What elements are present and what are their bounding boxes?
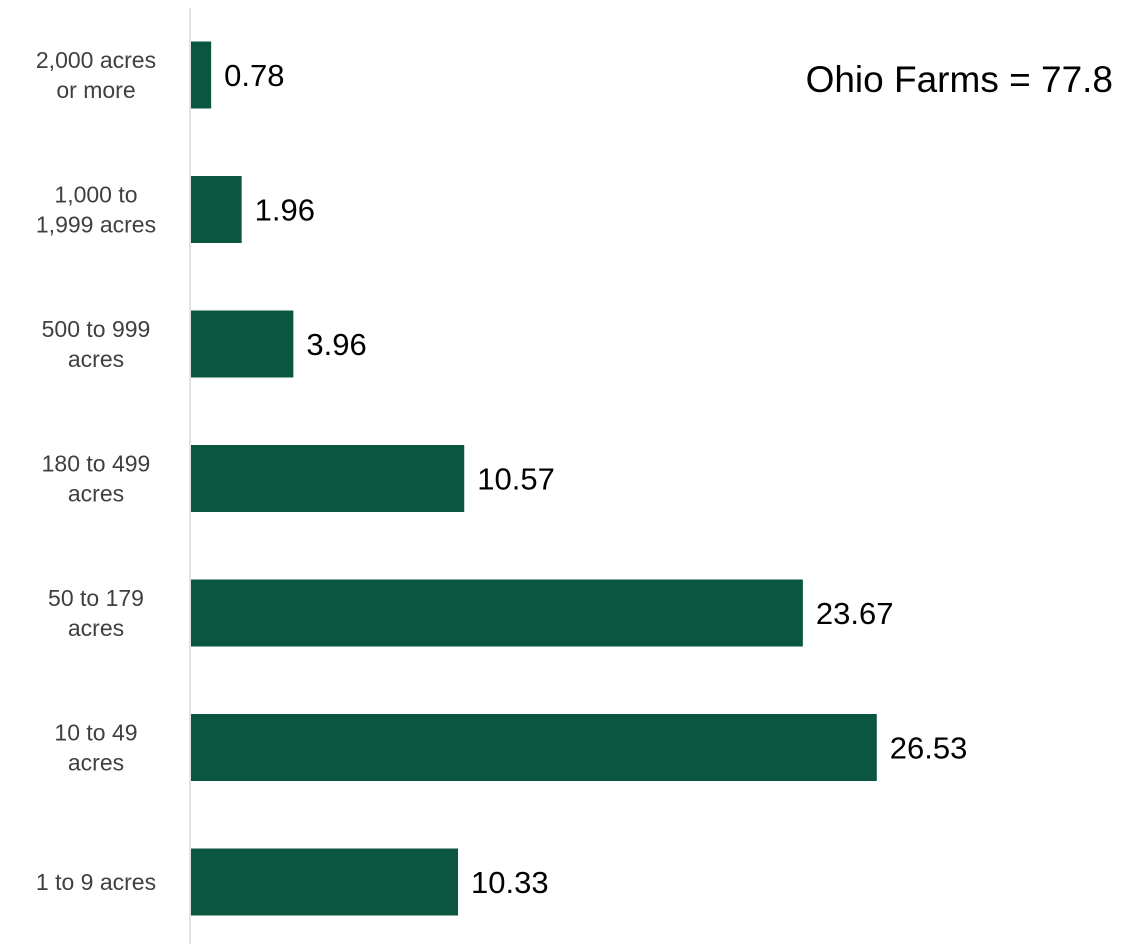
value-label: 10.33 — [471, 865, 549, 900]
category-label: or more — [56, 77, 135, 103]
value-labels: 0.78 1.96 3.96 10.57 23.67 26.53 10.33 — [224, 58, 967, 900]
category-label: 180 to 499 — [42, 451, 151, 477]
category-label: acres — [68, 750, 124, 776]
bar — [191, 445, 465, 512]
value-label: 3.96 — [306, 327, 366, 362]
total-annotation: Ohio Farms = 77.8 — [806, 59, 1113, 100]
value-label: 23.67 — [816, 596, 894, 631]
category-label: 10 to 49 — [54, 720, 137, 746]
bar — [191, 714, 877, 781]
value-label: 26.53 — [890, 731, 968, 766]
bars — [191, 41, 877, 916]
bar — [191, 176, 242, 243]
category-labels: 2,000 acres or more 1,000 to 1,999 acres 500… — [36, 47, 156, 895]
bar — [191, 41, 212, 109]
bar — [191, 848, 459, 916]
category-label: 2,000 acres — [36, 47, 156, 73]
category-label: acres — [68, 346, 124, 372]
category-label: acres — [68, 615, 124, 641]
category-label: 500 to 999 — [42, 316, 151, 342]
value-label: 0.78 — [224, 58, 284, 93]
category-label: 1,000 to — [54, 182, 137, 208]
category-label: 1,999 acres — [36, 212, 156, 238]
category-label: acres — [68, 481, 124, 507]
value-label: 10.57 — [477, 462, 555, 497]
category-label: 50 to 179 — [48, 585, 144, 611]
bar — [191, 579, 803, 647]
bar — [191, 310, 294, 378]
category-label: 1 to 9 acres — [36, 869, 156, 895]
value-label: 1.96 — [255, 193, 315, 228]
